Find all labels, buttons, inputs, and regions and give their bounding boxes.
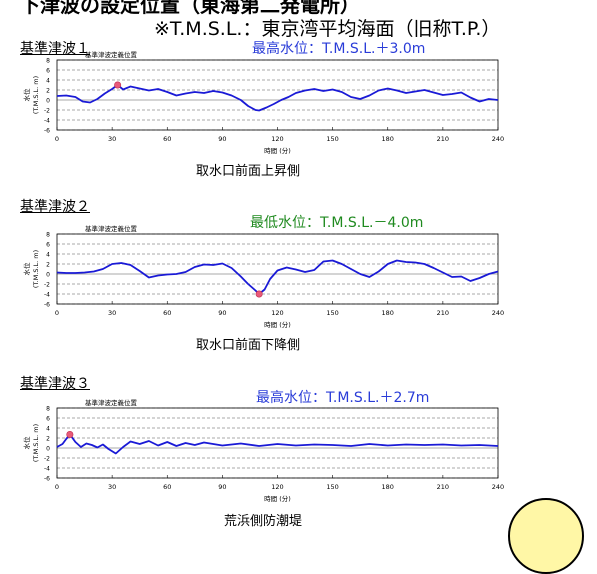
y-tick-label: -2 xyxy=(44,456,50,463)
x-tick-label: 240 xyxy=(492,135,504,143)
y-tick-label: 2 xyxy=(46,262,50,269)
x-axis-label: 時間 (分) xyxy=(264,494,291,503)
chart-caption-1: 取水口前面上昇側 xyxy=(196,164,301,179)
y-tick-label: -6 xyxy=(44,302,50,309)
x-tick-label: 240 xyxy=(492,309,504,317)
x-tick-label: 120 xyxy=(271,483,283,491)
y-tick-label: 6 xyxy=(46,68,50,75)
level-annotation: 最高水位：T.M.S.L.＋3.0m xyxy=(252,40,425,57)
y-tick-label: 8 xyxy=(46,58,50,65)
chart-caption-2: 取水口前面下降側 xyxy=(196,338,301,353)
x-tick-label: 180 xyxy=(382,483,394,491)
plot-frame xyxy=(56,233,499,305)
y-tick-label: -6 xyxy=(44,128,50,135)
y-tick-label: 2 xyxy=(46,88,50,95)
y-axis-label-line: 水位 xyxy=(22,262,31,276)
x-tick-label: 30 xyxy=(108,483,116,491)
x-tick-label: 120 xyxy=(271,309,283,317)
x-tick-label: 120 xyxy=(271,135,283,143)
x-tick-label: 210 xyxy=(437,483,449,491)
y-axis-label-line: (T.M.S.L. m) xyxy=(32,424,40,462)
chart-subtitle: 基準津波定義位置 xyxy=(85,224,138,233)
peak-marker xyxy=(114,81,122,89)
y-tick-label: 8 xyxy=(46,406,50,413)
x-tick-label: 0 xyxy=(55,135,59,143)
wave-heading-2: 基準津波２ xyxy=(20,199,90,215)
x-tick-label: 60 xyxy=(163,483,171,491)
chart-2: 8 6 4 2 0 -2 -4 -6 0 30 60 90 120 150 180 210 240 時間 (分) 水… xyxy=(22,215,504,329)
water-level-line xyxy=(56,84,499,112)
level-annotation: 最高水位：T.M.S.L.＋2.7m xyxy=(256,389,429,406)
y-axis-label-line: (T.M.S.L. m) xyxy=(32,76,40,114)
peak-marker xyxy=(66,430,74,438)
y-axis-label: 水位(T.M.S.L. m) xyxy=(22,424,40,462)
x-tick-label: 60 xyxy=(163,309,171,317)
y-tick-label: 2 xyxy=(46,436,50,443)
x-tick-label: 210 xyxy=(437,309,449,317)
callout-circle xyxy=(508,498,584,574)
x-tick-label: 0 xyxy=(55,483,59,491)
x-tick-label: 90 xyxy=(218,483,226,491)
x-tick-label: 0 xyxy=(55,309,59,317)
y-tick-label: 4 xyxy=(46,426,50,433)
y-tick-label: -4 xyxy=(44,466,50,473)
y-axis-label-line: 水位 xyxy=(22,88,31,102)
x-tick-label: 30 xyxy=(108,309,116,317)
chart-subtitle: 基準津波定義位置 xyxy=(85,50,138,59)
y-tick-label: 0 xyxy=(46,98,50,105)
x-tick-label: 210 xyxy=(437,135,449,143)
wave-heading-1: 基準津波１ xyxy=(20,41,90,57)
x-tick-label: 180 xyxy=(382,309,394,317)
x-tick-label: 90 xyxy=(218,135,226,143)
x-tick-label: 90 xyxy=(218,309,226,317)
y-tick-label: 8 xyxy=(46,232,50,239)
water-level-line xyxy=(56,433,499,455)
chart-caption-3: 荒浜側防潮堤 xyxy=(224,514,303,529)
y-tick-label: 4 xyxy=(46,78,50,85)
y-tick-label: 0 xyxy=(46,272,50,279)
y-tick-label: 6 xyxy=(46,416,50,423)
y-tick-label: -2 xyxy=(44,108,50,115)
x-tick-label: 150 xyxy=(326,309,338,317)
x-tick-label: 150 xyxy=(326,483,338,491)
x-tick-label: 150 xyxy=(326,135,338,143)
datum-note: ※T.M.S.L.：東京湾平均海面（旧称T.P.） xyxy=(154,18,501,40)
y-axis-label-line: (T.M.S.L. m) xyxy=(32,250,40,288)
x-axis-label: 時間 (分) xyxy=(264,320,291,329)
y-tick-label: -4 xyxy=(44,292,50,299)
y-tick-label: 0 xyxy=(46,446,50,453)
chart-1: 8 6 4 2 0 -2 -4 -6 0 30 60 90 120 150 180 210 240 時間 (分) 水… xyxy=(22,40,504,155)
chart-subtitle: 基準津波定義位置 xyxy=(85,398,138,407)
chart-3: 8 6 4 2 0 -2 -4 -6 0 30 60 90 120 150 180 210 240 時間 (分) 水… xyxy=(22,389,504,503)
y-tick-label: -6 xyxy=(44,476,50,483)
page-title: 下津波の設定位置（東海第二発電所） xyxy=(20,0,360,17)
y-tick-label: 4 xyxy=(46,252,50,259)
wave-heading-3: 基準津波３ xyxy=(20,376,90,392)
y-tick-label: 6 xyxy=(46,242,50,249)
peak-marker xyxy=(255,290,263,298)
y-axis-label-line: 水位 xyxy=(22,436,31,450)
plot-frame xyxy=(56,59,499,131)
y-tick-label: -4 xyxy=(44,118,50,125)
y-axis-label: 水位(T.M.S.L. m) xyxy=(22,76,40,114)
x-tick-label: 60 xyxy=(163,135,171,143)
water-level-line xyxy=(56,259,499,295)
x-tick-label: 30 xyxy=(108,135,116,143)
level-annotation: 最低水位：T.M.S.L.－4.0m xyxy=(250,215,423,231)
y-axis-label: 水位(T.M.S.L. m) xyxy=(22,250,40,288)
x-tick-label: 240 xyxy=(492,483,504,491)
x-axis-label: 時間 (分) xyxy=(264,146,291,155)
y-tick-label: -2 xyxy=(44,282,50,289)
plot-frame xyxy=(56,407,499,479)
x-tick-label: 180 xyxy=(382,135,394,143)
